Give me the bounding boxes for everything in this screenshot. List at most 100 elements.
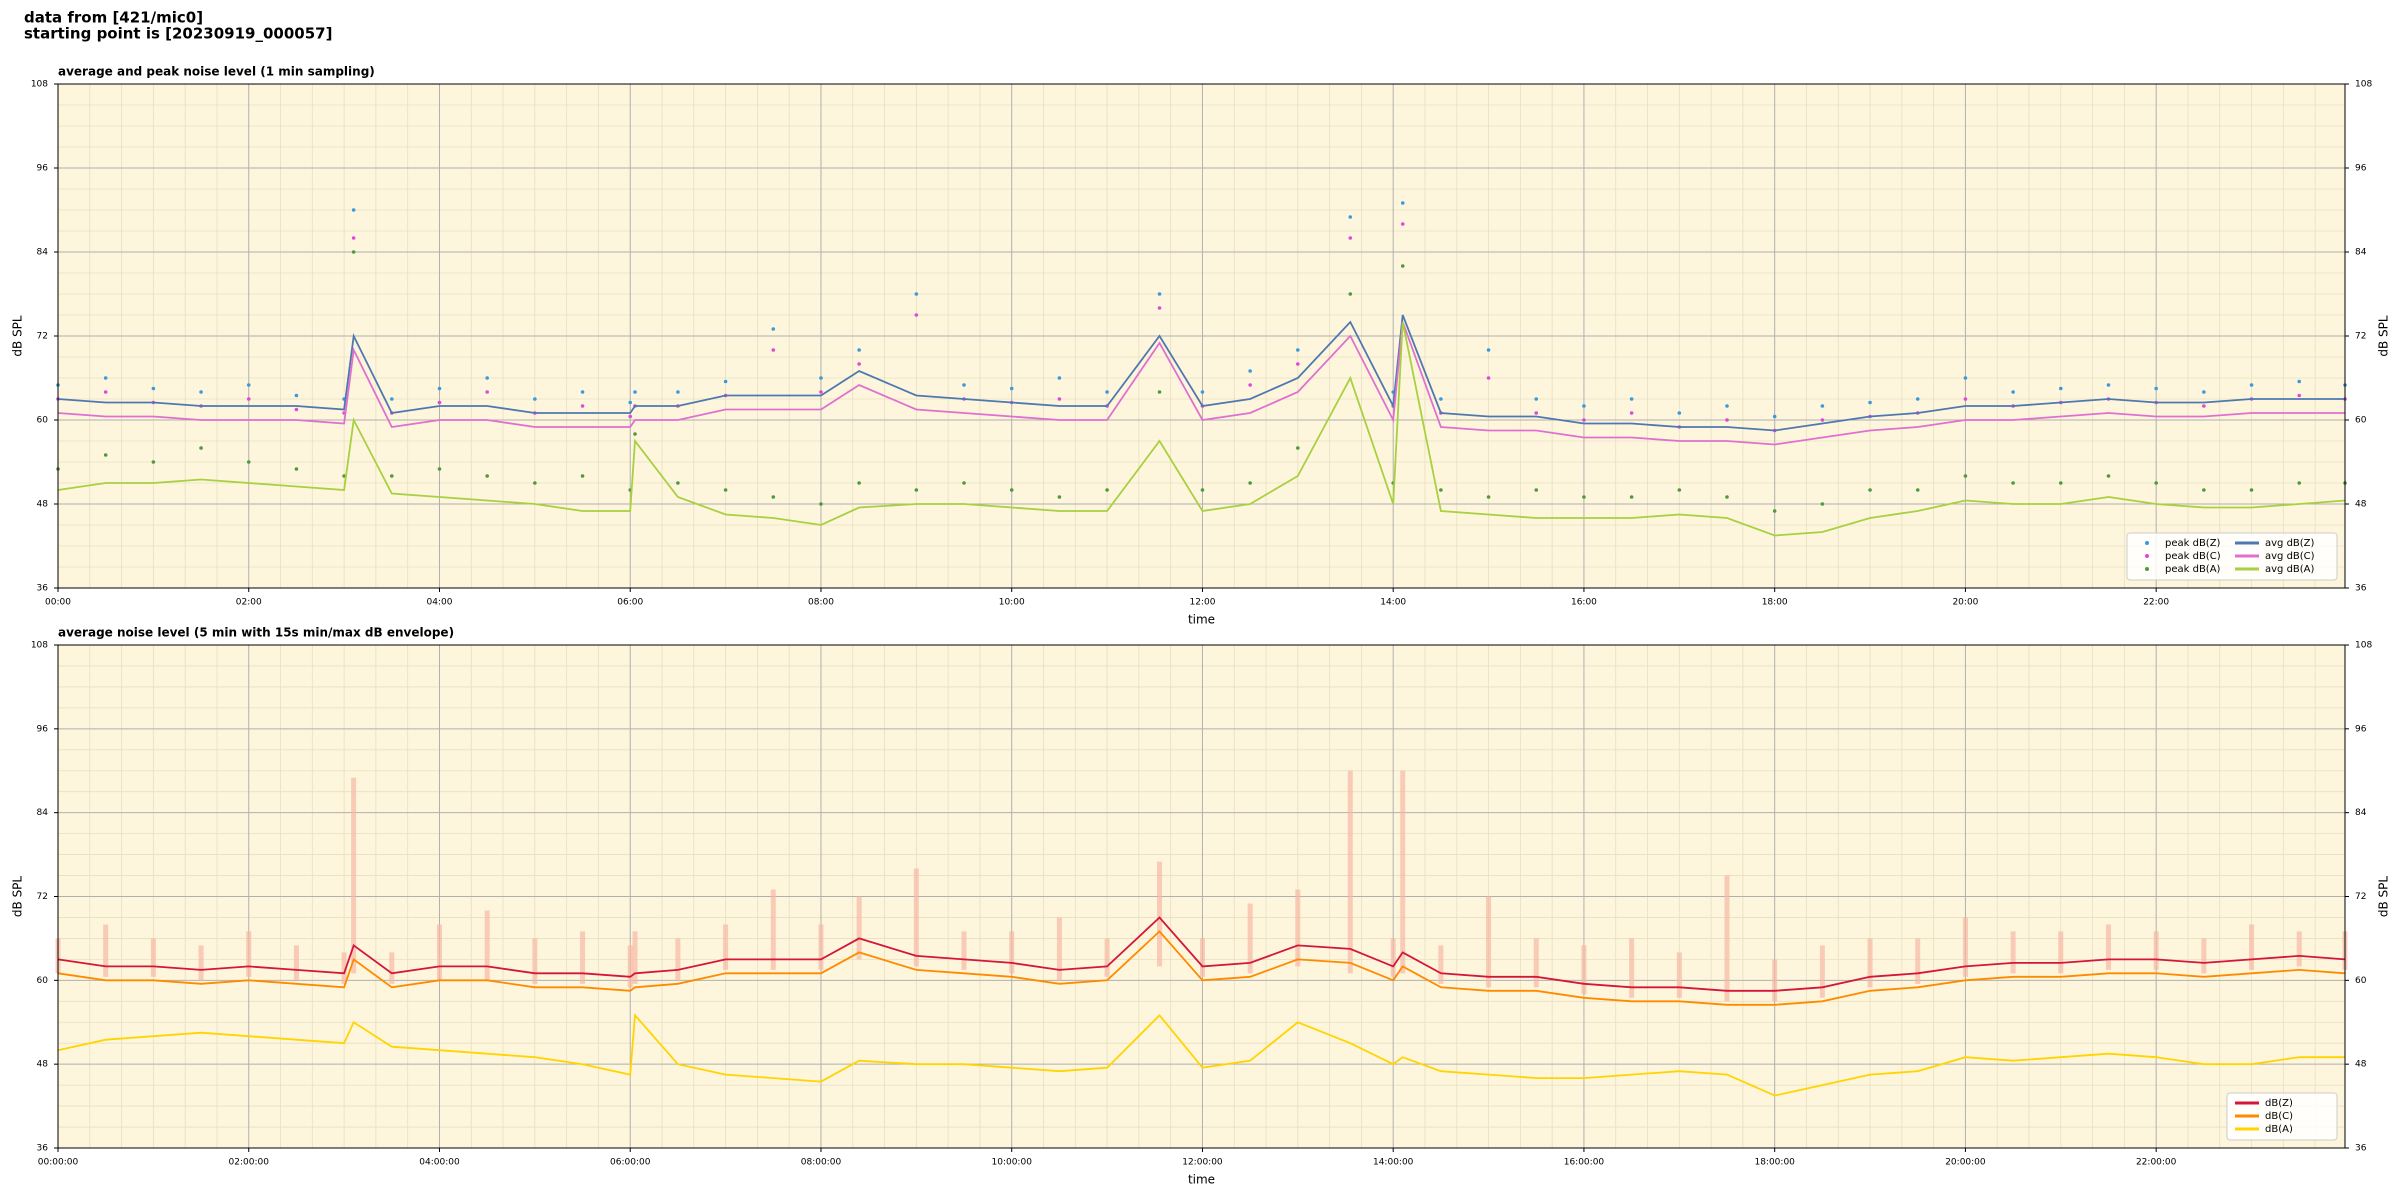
peak-point [1820, 502, 1825, 506]
peak-point [2011, 390, 2015, 394]
peak-point [1248, 369, 1252, 373]
peak-point [2297, 393, 2302, 398]
peak-point [294, 467, 299, 471]
y-axis-label: dB SPL [11, 315, 25, 357]
peak-point [151, 386, 156, 391]
peak-point [533, 481, 537, 485]
header-line: data from [421/mic0] [24, 9, 203, 27]
peak-point [246, 460, 251, 464]
peak-point [389, 397, 394, 401]
peak-point [2249, 383, 2254, 387]
peak-point [2202, 488, 2206, 492]
peak-point [1582, 418, 1586, 422]
y2-tick-label: 72 [2355, 332, 2366, 342]
y2-tick-label: 108 [2355, 641, 2372, 651]
legend-label: dB(A) [2265, 1124, 2293, 1135]
y-tick-label: 108 [31, 641, 48, 651]
peak-point [1629, 411, 1634, 415]
series-line [57, 930, 2346, 1006]
legend-label: peak dB(C) [2165, 551, 2221, 562]
peak-point [857, 481, 861, 485]
peak-point [1868, 488, 1872, 492]
peak-point [1820, 418, 1825, 422]
peak-point [1057, 376, 1062, 380]
y2-tick-label: 96 [2355, 724, 2367, 734]
x-tick-label: 10:00:00 [992, 1158, 1033, 1168]
x-tick-label: 18:00 [1762, 598, 1788, 608]
peak-point [676, 390, 680, 394]
peak-point [2249, 488, 2254, 492]
series-line [57, 314, 2345, 432]
y-tick-label: 60 [37, 976, 49, 986]
peak-point [1439, 397, 1443, 401]
y-tick-label: 96 [37, 164, 49, 174]
plot-frame [57, 83, 2346, 589]
peak-point [2202, 390, 2206, 394]
y-tick-label: 72 [37, 332, 48, 342]
peak-point [1200, 488, 1205, 492]
peak-point [437, 467, 442, 471]
peak-point [633, 432, 637, 436]
peak-point [1009, 488, 1014, 492]
x-tick-label: 16:00:00 [1564, 1158, 1605, 1168]
peak-point [1677, 488, 1682, 492]
peak-point [533, 397, 537, 401]
legend-marker [2145, 554, 2149, 558]
y-axis-label: dB SPL [11, 876, 25, 918]
peak-point [1629, 495, 1634, 499]
peak-point [1534, 488, 1539, 492]
peak-point [103, 376, 108, 380]
peak-point [351, 208, 356, 212]
y-tick-label: 48 [37, 500, 49, 510]
x-tick-label: 04:00 [427, 598, 453, 608]
peak-point [723, 379, 728, 384]
peak-point [246, 397, 251, 401]
peak-point [1057, 397, 1062, 401]
y-tick-label: 72 [37, 892, 48, 902]
peak-point [103, 390, 108, 394]
peak-point [1629, 397, 1634, 401]
series-line [57, 321, 2345, 446]
y-tick-label: 96 [37, 724, 49, 734]
peak-point [771, 495, 776, 499]
x-tick-label: 20:00 [1952, 598, 1978, 608]
peak-point [771, 348, 776, 352]
peak-point [914, 313, 919, 317]
peak-point [819, 390, 823, 394]
y-tick-label: 84 [37, 808, 49, 818]
peak-point [1582, 495, 1586, 499]
peak-point [2058, 481, 2063, 485]
peak-point [1400, 201, 1405, 205]
peak-point [351, 250, 356, 254]
x-tick-label: 20:00:00 [1945, 1158, 1986, 1168]
peak-point [437, 400, 442, 405]
peak-point [1157, 306, 1162, 310]
peak-point [1534, 397, 1539, 401]
plot-frame [57, 644, 2346, 1149]
legend-label: dB(Z) [2265, 1098, 2293, 1109]
peak-point [1725, 418, 1729, 422]
peak-point [1157, 390, 1162, 394]
peak-point [914, 292, 919, 296]
chart-title: average noise level (5 min with 15s min/… [58, 626, 454, 640]
peak-point [485, 390, 489, 394]
x-axis-label: time [1188, 613, 1215, 627]
peak-point [1486, 348, 1491, 352]
peak-point [1157, 292, 1162, 296]
peak-point [628, 400, 633, 405]
peak-point [1486, 376, 1491, 380]
y2-tick-label: 36 [2355, 1144, 2367, 1154]
legend-marker [2145, 567, 2149, 571]
y-tick-label: 108 [31, 80, 48, 90]
legend-label: peak dB(A) [2165, 564, 2221, 575]
x-tick-label: 08:00 [808, 598, 834, 608]
y2-tick-label: 60 [2355, 416, 2367, 426]
peak-point [2011, 481, 2015, 485]
x-tick-label: 10:00 [999, 598, 1025, 608]
series-line [57, 321, 2346, 537]
legend-label: dB(C) [2265, 1111, 2293, 1122]
y2-tick-label: 96 [2355, 164, 2367, 174]
peak-point [819, 502, 823, 506]
peak-point [485, 474, 489, 478]
legend-label: avg dB(C) [2265, 551, 2315, 562]
